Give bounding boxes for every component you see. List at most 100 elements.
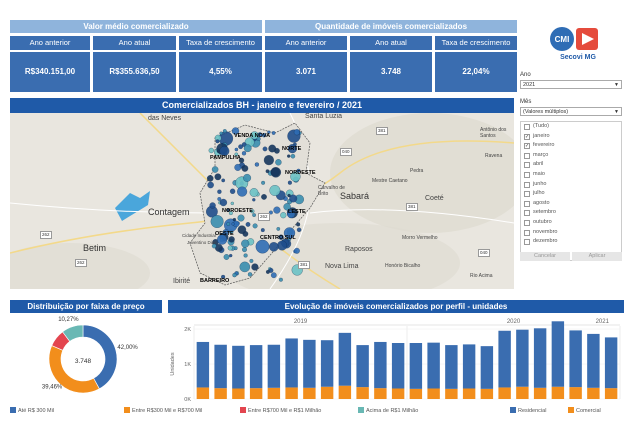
map-bubble: [290, 153, 296, 159]
month-option[interactable]: ✓ fevereiro: [521, 141, 621, 151]
month-option-label: julho: [533, 190, 545, 197]
map-label-noroeste: NOROESTE: [222, 208, 253, 214]
map-bubble: [234, 152, 239, 157]
map-bubble: [275, 159, 282, 166]
checkbox[interactable]: [524, 162, 530, 169]
map-bubble: [222, 229, 229, 236]
map-bubble: [207, 181, 214, 189]
bar-comercial: [569, 387, 582, 399]
map-bubble: [226, 208, 230, 212]
bar-comercial: [196, 387, 210, 399]
kpi-value: 4,55%: [179, 52, 262, 92]
map-bubble: [217, 197, 222, 201]
bar-comercial: [498, 387, 511, 399]
legend-item: Acima de R$1 Milhão: [358, 407, 418, 414]
kpi-value: 3.748: [350, 52, 432, 92]
map-bubble: [252, 223, 258, 229]
legend-swatch: [124, 407, 130, 413]
donut-slice: [62, 324, 84, 342]
map-bubble: [241, 151, 247, 156]
bar-residencial: [391, 343, 405, 389]
bar-residencial: [338, 332, 352, 386]
map-bubble: [256, 136, 261, 141]
map-bubble: [249, 258, 254, 263]
map-bubble: [270, 167, 280, 177]
y-tick-label: 0K: [184, 397, 191, 403]
map-bubble: [237, 225, 247, 234]
map-label-sabara: Sabará: [340, 191, 370, 201]
map-bubble: [268, 144, 277, 153]
month-option[interactable]: dezembro: [521, 237, 621, 247]
bar-comercial: [462, 388, 476, 399]
map-bubble: [287, 180, 292, 185]
map-bubble: [247, 272, 253, 277]
apply-button[interactable]: Aplicar: [572, 252, 622, 261]
checkbox[interactable]: [524, 210, 530, 217]
kpi-label: Ano atual: [93, 36, 176, 50]
map-bubble: [276, 227, 281, 231]
map-bubble: [245, 222, 251, 227]
bar-residencial: [427, 342, 440, 389]
month-option[interactable]: setembro: [521, 208, 621, 218]
road-badge: 040: [478, 249, 490, 257]
cancel-button[interactable]: Cancelar: [520, 252, 570, 261]
map-label-rio-acima: Rio Acima: [470, 273, 493, 279]
map-bubble: [226, 222, 231, 226]
legend-item: Entre R$300 Mil e R$700 Mil: [124, 407, 202, 414]
checkbox[interactable]: [524, 219, 530, 226]
checkbox[interactable]: [524, 229, 530, 236]
bar-residencial: [604, 337, 618, 389]
bar-residencial: [516, 329, 529, 387]
month-option[interactable]: junho: [521, 180, 621, 190]
map-bubble: [265, 269, 270, 274]
month-option-label: (Tudo): [533, 123, 549, 129]
checkbox[interactable]: [524, 200, 530, 207]
month-dropdown-list: (Tudo) ✓ janeiro ✓ fevereiro março abril maio ju…: [520, 121, 622, 261]
map-bubble: [287, 144, 297, 154]
bar-residencial: [533, 328, 547, 388]
map-bubble: [268, 210, 273, 215]
checkbox[interactable]: [524, 191, 530, 198]
checkbox[interactable]: [524, 124, 530, 130]
map-bubble: [243, 253, 248, 258]
month-option[interactable]: maio: [521, 170, 621, 180]
bar-comercial: [267, 387, 281, 399]
map-label-pedra: Pedra: [410, 168, 424, 174]
month-option[interactable]: agosto: [521, 199, 621, 209]
mes-select[interactable]: (Valores múltiplos) ▼: [520, 107, 622, 116]
bar-chart: 2019 2020 2021 2K 1K 0K Unidades: [170, 319, 621, 403]
map-label-mestre-caetano: Mestre Caetano: [372, 178, 408, 184]
legend-item: Entre R$700 Mil e R$1 Milhão: [240, 407, 321, 414]
ano-select[interactable]: 2021 ▼: [520, 80, 622, 89]
month-option-label: setembro: [533, 209, 556, 216]
checkbox[interactable]: [524, 239, 530, 246]
legend-label: Acima de R$1 Milhão: [366, 408, 419, 414]
month-option[interactable]: novembro: [521, 228, 621, 238]
bar-comercial: [516, 386, 529, 399]
map-bubble: [296, 168, 301, 173]
map-area[interactable]: das Neves Santa Luzia Antônio dos Santos…: [10, 113, 514, 289]
map-bubble: [251, 263, 259, 271]
month-option[interactable]: março: [521, 151, 621, 161]
kpi-label: Taxa de crescimento: [435, 36, 517, 50]
month-option[interactable]: abril: [521, 160, 621, 170]
month-option[interactable]: ✓ janeiro: [521, 132, 621, 142]
checkbox[interactable]: [524, 181, 530, 188]
month-option-label: dezembro: [533, 238, 558, 245]
bar-residencial: [587, 333, 600, 388]
checkbox[interactable]: [524, 152, 530, 159]
month-option[interactable]: outubro: [521, 218, 621, 228]
map-bubble: [210, 215, 224, 228]
kpi-label: Ano anterior: [10, 36, 90, 50]
legend-item: Até R$ 300 Mil: [10, 407, 54, 414]
map-bubble: [289, 194, 298, 203]
kpi-label: Ano atual: [350, 36, 432, 50]
map-label-centro-sul: CENTRO SUL: [260, 235, 296, 241]
month-option[interactable]: julho: [521, 189, 621, 199]
checkbox[interactable]: [524, 171, 530, 178]
checkbox[interactable]: ✓: [524, 133, 530, 140]
month-option[interactable]: (Tudo): [521, 122, 621, 132]
map-bubble: [238, 157, 245, 164]
legend-item: Comercial: [568, 407, 601, 414]
checkbox[interactable]: ✓: [524, 143, 530, 150]
